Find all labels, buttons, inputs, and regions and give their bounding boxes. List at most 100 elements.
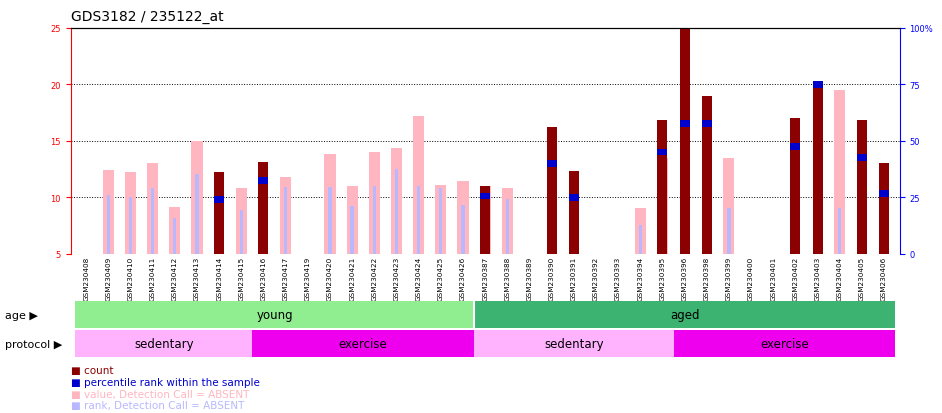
Bar <box>347 186 358 254</box>
Bar <box>569 195 578 201</box>
Text: GSM230409: GSM230409 <box>106 256 111 300</box>
Text: ■ rank, Detection Call = ABSENT: ■ rank, Detection Call = ABSENT <box>71 400 244 410</box>
Bar <box>75 301 474 328</box>
Text: sedentary: sedentary <box>544 337 604 350</box>
Text: GSM230390: GSM230390 <box>548 256 555 300</box>
Text: GSM230405: GSM230405 <box>859 256 865 300</box>
Bar <box>506 200 509 254</box>
Text: GSM230402: GSM230402 <box>792 256 799 300</box>
Text: ■ percentile rank within the sample: ■ percentile rank within the sample <box>71 377 260 387</box>
Text: GSM230395: GSM230395 <box>659 256 665 300</box>
Bar <box>483 197 487 254</box>
Text: GSM230392: GSM230392 <box>593 256 599 300</box>
Bar <box>723 158 735 254</box>
Text: GSM230387: GSM230387 <box>482 256 488 300</box>
Bar <box>474 330 674 357</box>
Bar <box>368 153 380 254</box>
Text: GSM230394: GSM230394 <box>638 256 643 300</box>
Text: GSM230410: GSM230410 <box>127 256 134 300</box>
Bar <box>546 161 557 167</box>
Text: ■ count: ■ count <box>71 366 113 375</box>
Bar <box>790 144 801 150</box>
Text: GSM230396: GSM230396 <box>682 256 688 300</box>
Text: GSM230411: GSM230411 <box>150 256 155 300</box>
Bar <box>258 178 268 184</box>
Bar <box>373 186 376 254</box>
Text: GSM230425: GSM230425 <box>438 256 444 300</box>
Text: GSM230398: GSM230398 <box>704 256 709 300</box>
Bar <box>635 209 646 254</box>
Text: GSM230406: GSM230406 <box>881 256 887 300</box>
Bar <box>546 128 557 254</box>
Text: GSM230391: GSM230391 <box>571 256 577 300</box>
Bar <box>679 121 690 128</box>
Text: GSM230420: GSM230420 <box>327 256 333 300</box>
Bar <box>170 208 180 254</box>
Bar <box>173 218 176 254</box>
Bar <box>502 189 512 254</box>
Text: aged: aged <box>670 309 699 321</box>
Bar <box>214 197 224 203</box>
Bar <box>435 185 447 254</box>
Bar <box>639 226 642 254</box>
Bar <box>727 209 731 254</box>
Text: age ▶: age ▶ <box>5 310 38 320</box>
Text: young: young <box>256 309 293 321</box>
Text: GSM230408: GSM230408 <box>83 256 89 300</box>
Text: GSM230417: GSM230417 <box>283 256 288 300</box>
Bar <box>458 182 468 254</box>
Text: GSM230412: GSM230412 <box>171 256 178 300</box>
Text: GSM230400: GSM230400 <box>748 256 755 300</box>
Bar <box>214 173 224 254</box>
Bar <box>258 163 268 254</box>
Text: protocol ▶: protocol ▶ <box>5 339 62 349</box>
Text: GSM230399: GSM230399 <box>726 256 732 300</box>
Bar <box>474 301 895 328</box>
Bar <box>391 148 402 254</box>
Bar <box>280 178 291 254</box>
Bar <box>239 210 243 254</box>
Bar <box>835 91 845 254</box>
Bar <box>395 170 398 254</box>
Bar <box>660 207 664 254</box>
Bar <box>75 330 252 357</box>
Bar <box>569 172 578 254</box>
Bar <box>790 119 801 254</box>
Text: ■ value, Detection Call = ABSENT: ■ value, Detection Call = ABSENT <box>71 389 249 399</box>
Text: sedentary: sedentary <box>134 337 193 350</box>
Bar <box>439 189 443 254</box>
Bar <box>324 155 335 254</box>
Bar <box>479 186 491 254</box>
Bar <box>857 121 867 254</box>
Text: GSM230393: GSM230393 <box>615 256 621 300</box>
Bar <box>462 206 464 254</box>
Bar <box>147 164 158 254</box>
Text: GSM230415: GSM230415 <box>238 256 244 300</box>
Bar <box>236 189 247 254</box>
Text: GSM230401: GSM230401 <box>771 256 776 300</box>
Bar <box>879 164 889 254</box>
Text: GSM230403: GSM230403 <box>815 256 820 300</box>
Bar <box>329 188 332 254</box>
Bar <box>879 191 889 198</box>
Text: GSM230421: GSM230421 <box>349 256 355 300</box>
Bar <box>480 186 490 254</box>
Bar <box>284 188 287 254</box>
Text: GSM230388: GSM230388 <box>504 256 511 300</box>
Bar <box>813 82 822 254</box>
Bar <box>151 189 154 254</box>
Bar <box>195 174 199 254</box>
Text: exercise: exercise <box>339 337 387 350</box>
Bar <box>813 82 822 88</box>
Bar <box>658 150 668 156</box>
Bar <box>838 209 841 254</box>
Bar <box>480 193 490 200</box>
Text: GSM230426: GSM230426 <box>460 256 466 300</box>
Bar <box>350 207 354 254</box>
Text: GSM230389: GSM230389 <box>527 256 532 300</box>
Text: GSM230422: GSM230422 <box>371 256 378 300</box>
Bar <box>125 173 136 254</box>
Bar <box>658 121 668 254</box>
Text: GSM230404: GSM230404 <box>836 256 843 300</box>
Text: GSM230419: GSM230419 <box>305 256 311 300</box>
